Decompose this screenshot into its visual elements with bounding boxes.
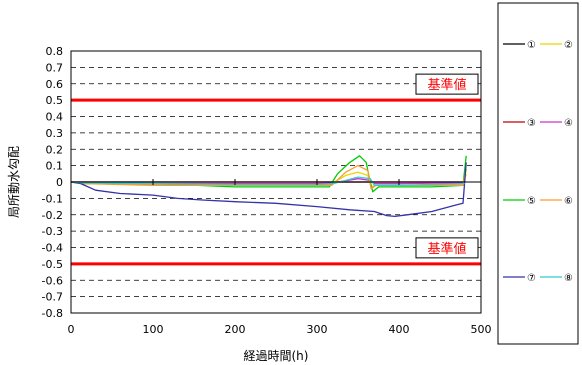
reference-label: 基準値: [427, 241, 466, 257]
x-axis-title: 経過時間(h): [244, 349, 309, 363]
legend-label: ④: [564, 118, 573, 129]
series-line: [70, 162, 467, 218]
y-tick-label: 0.8: [46, 45, 64, 58]
x-tick-label: 400: [389, 323, 410, 336]
legend-label: ⑤: [527, 196, 536, 207]
y-tick-label: -0.8: [42, 307, 63, 320]
reference-label-box: [415, 237, 479, 259]
legend: ① ② ③ ④ ⑤ ⑥ ⑦ ⑧: [503, 40, 573, 284]
y-tick-label: 0: [56, 176, 63, 189]
legend-label: ⑧: [564, 273, 573, 284]
legend-label: ⑦: [527, 273, 536, 284]
y-tick-label: -0.1: [42, 192, 63, 205]
y-tick-label: -0.3: [42, 225, 63, 238]
y-tick-label: -0.7: [42, 291, 63, 304]
reference-label-box: [415, 73, 479, 95]
y-tick-label: 0.7: [46, 61, 64, 74]
series-line: [70, 176, 465, 186]
legend-label: ②: [564, 40, 573, 51]
y-axis-title: 局所動水勾配: [7, 146, 21, 218]
y-tick-label: 0.4: [46, 111, 64, 124]
y-tick-label: -0.4: [42, 242, 63, 255]
y-tick-label: 0.6: [46, 78, 64, 91]
x-tick-label: 0: [68, 323, 75, 336]
legend-label: ①: [527, 40, 536, 51]
series-line: [70, 155, 467, 193]
y-tick-labels: 0.8 0.7 0.6 0.5 0.4 0.3 0.2 0.1 0 -0.1 -0.2 -0.3 -0.…: [42, 45, 63, 320]
legend-box: [497, 2, 579, 345]
legend-label: ③: [527, 118, 536, 129]
series-lines: [70, 155, 467, 218]
y-tick-label: -0.2: [42, 209, 63, 222]
y-tick-label: -0.6: [42, 274, 63, 287]
reference-label: 基準値: [427, 77, 466, 93]
y-tick-label: 0.3: [46, 127, 64, 140]
x-tick-label: 500: [471, 323, 492, 336]
legend-label: ⑥: [564, 196, 573, 207]
y-tick-label: -0.5: [42, 258, 63, 271]
y-tick-label: 0.5: [46, 94, 64, 107]
x-tick-label: 100: [143, 323, 164, 336]
x-tick-label: 300: [307, 323, 328, 336]
y-tick-label: 0.1: [46, 160, 64, 173]
y-tick-label: 0.2: [46, 143, 64, 156]
x-tick-labels: 0 100 200 300 400 500: [68, 179, 492, 336]
x-tick-label: 200: [225, 323, 246, 336]
